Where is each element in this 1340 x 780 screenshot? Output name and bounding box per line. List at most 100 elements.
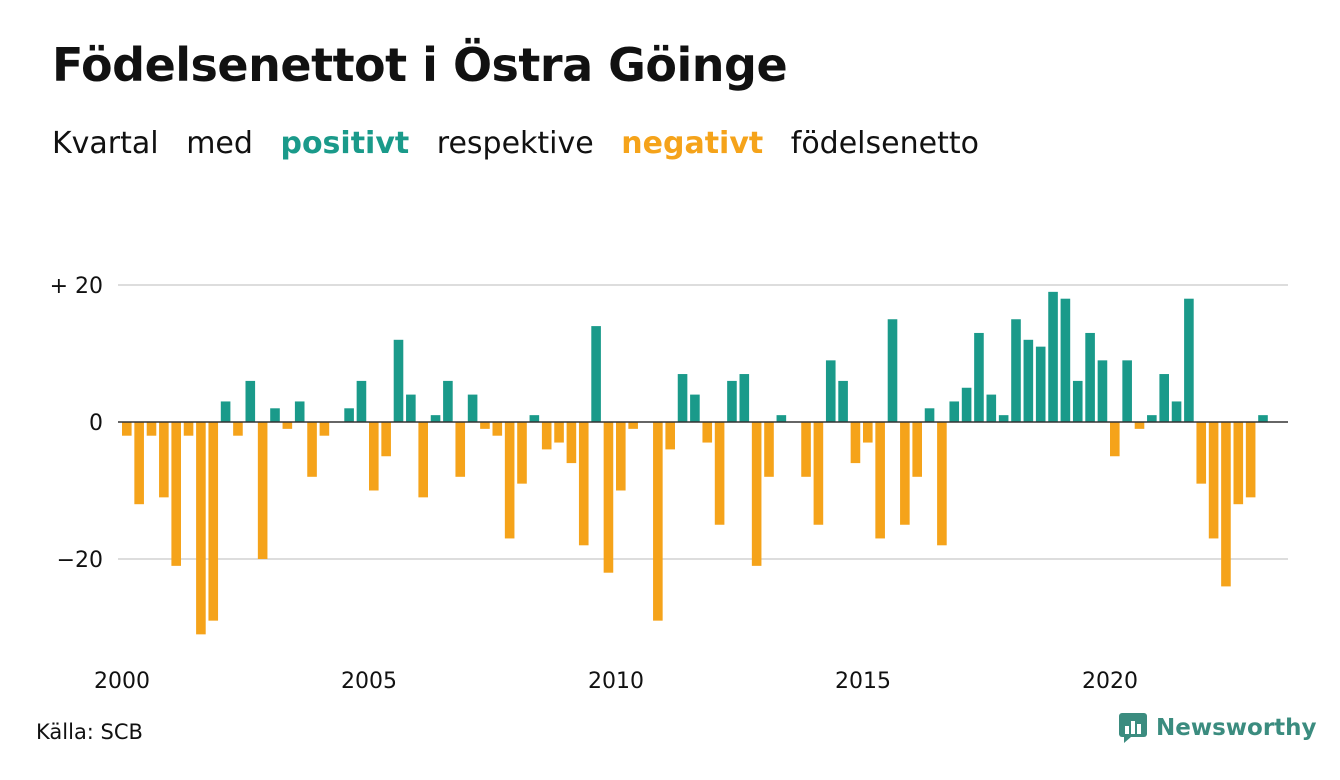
bar [418,422,428,498]
bar [270,408,280,422]
bar [1011,319,1021,422]
bar [1134,422,1145,429]
bar [863,422,873,443]
y-tick-label: + 20 [50,274,103,299]
subtitle-positive-label: positivt [280,126,410,161]
bar [986,394,997,422]
bar [764,422,774,477]
bar [393,339,404,422]
bar [146,422,157,436]
bar [739,374,750,422]
chart-subtitle: Kvartal med positivt respektive negativt… [52,126,997,161]
bar [122,422,132,436]
bar [455,422,466,477]
bar [480,422,490,429]
bar [727,380,737,422]
x-tick-label: 2000 [94,669,150,694]
bar [1147,415,1157,422]
bar [1171,401,1182,422]
bar [616,422,626,491]
bar [1048,291,1058,422]
x-tick-label: 2020 [1082,669,1138,694]
bar [1159,374,1169,422]
bar [294,401,305,422]
bar [196,422,206,635]
bar [554,422,564,443]
bar [208,422,219,621]
bar [887,319,898,422]
bar [171,422,181,566]
bar [233,422,243,436]
bar [628,422,638,429]
bar [1085,332,1095,422]
bar [714,422,725,525]
bar [900,422,910,525]
bar [591,326,601,422]
subtitle-word: födelsenetto [790,126,979,161]
bar [381,422,391,457]
bar [1208,422,1219,539]
y-tick-label: 0 [89,411,103,436]
bar [492,422,503,436]
bar [961,387,972,422]
bar [838,380,848,422]
brand-name: Newsworthy [1156,715,1317,741]
bar [1258,415,1268,422]
bar [443,380,453,422]
bar [998,415,1009,422]
bar [1097,360,1108,422]
bar [1072,380,1083,422]
y-tick-label: −20 [57,548,103,573]
bar [776,415,787,422]
bar [825,360,836,422]
bar [1023,339,1034,422]
bar [245,380,256,422]
bar [813,422,824,525]
brand-logo: Newsworthy [1118,712,1317,744]
bar [369,422,379,491]
bar [183,422,194,436]
bar [1110,422,1120,457]
bar [1233,422,1244,505]
bar [1122,360,1132,422]
subtitle-word: respektive [436,126,594,161]
bar [912,422,922,477]
bar [307,422,317,477]
subtitle-negative-label: negativt [621,126,764,161]
bar [159,422,169,498]
newsworthy-logo-icon [1119,713,1147,743]
bar [1221,422,1231,587]
bar [974,332,984,422]
bar [1245,422,1256,498]
bar [406,394,416,422]
bar [467,394,478,422]
bar [1184,298,1194,422]
bar [875,422,885,539]
bar [1035,346,1046,422]
bar [578,422,589,546]
bar [282,422,293,429]
bar [344,408,354,422]
bar [220,401,231,422]
bar [850,422,861,464]
x-tick-label: 2010 [588,669,644,694]
bar [801,422,811,477]
bar [566,422,577,464]
bar [949,401,960,422]
x-tick-label: 2015 [835,669,891,694]
bar [541,422,552,450]
bar [319,422,330,436]
bar [134,422,144,505]
bar [937,422,947,546]
bar [690,394,700,422]
bar [677,374,688,422]
bar [1060,298,1071,422]
x-tick-label: 2005 [341,669,397,694]
bar [653,422,663,621]
bar [504,422,515,539]
chart-title: Födelsenettot i Östra Göinge [52,38,788,92]
source-note: Källa: SCB [36,720,143,744]
bar [430,415,441,422]
subtitle-word: Kvartal [52,126,159,161]
